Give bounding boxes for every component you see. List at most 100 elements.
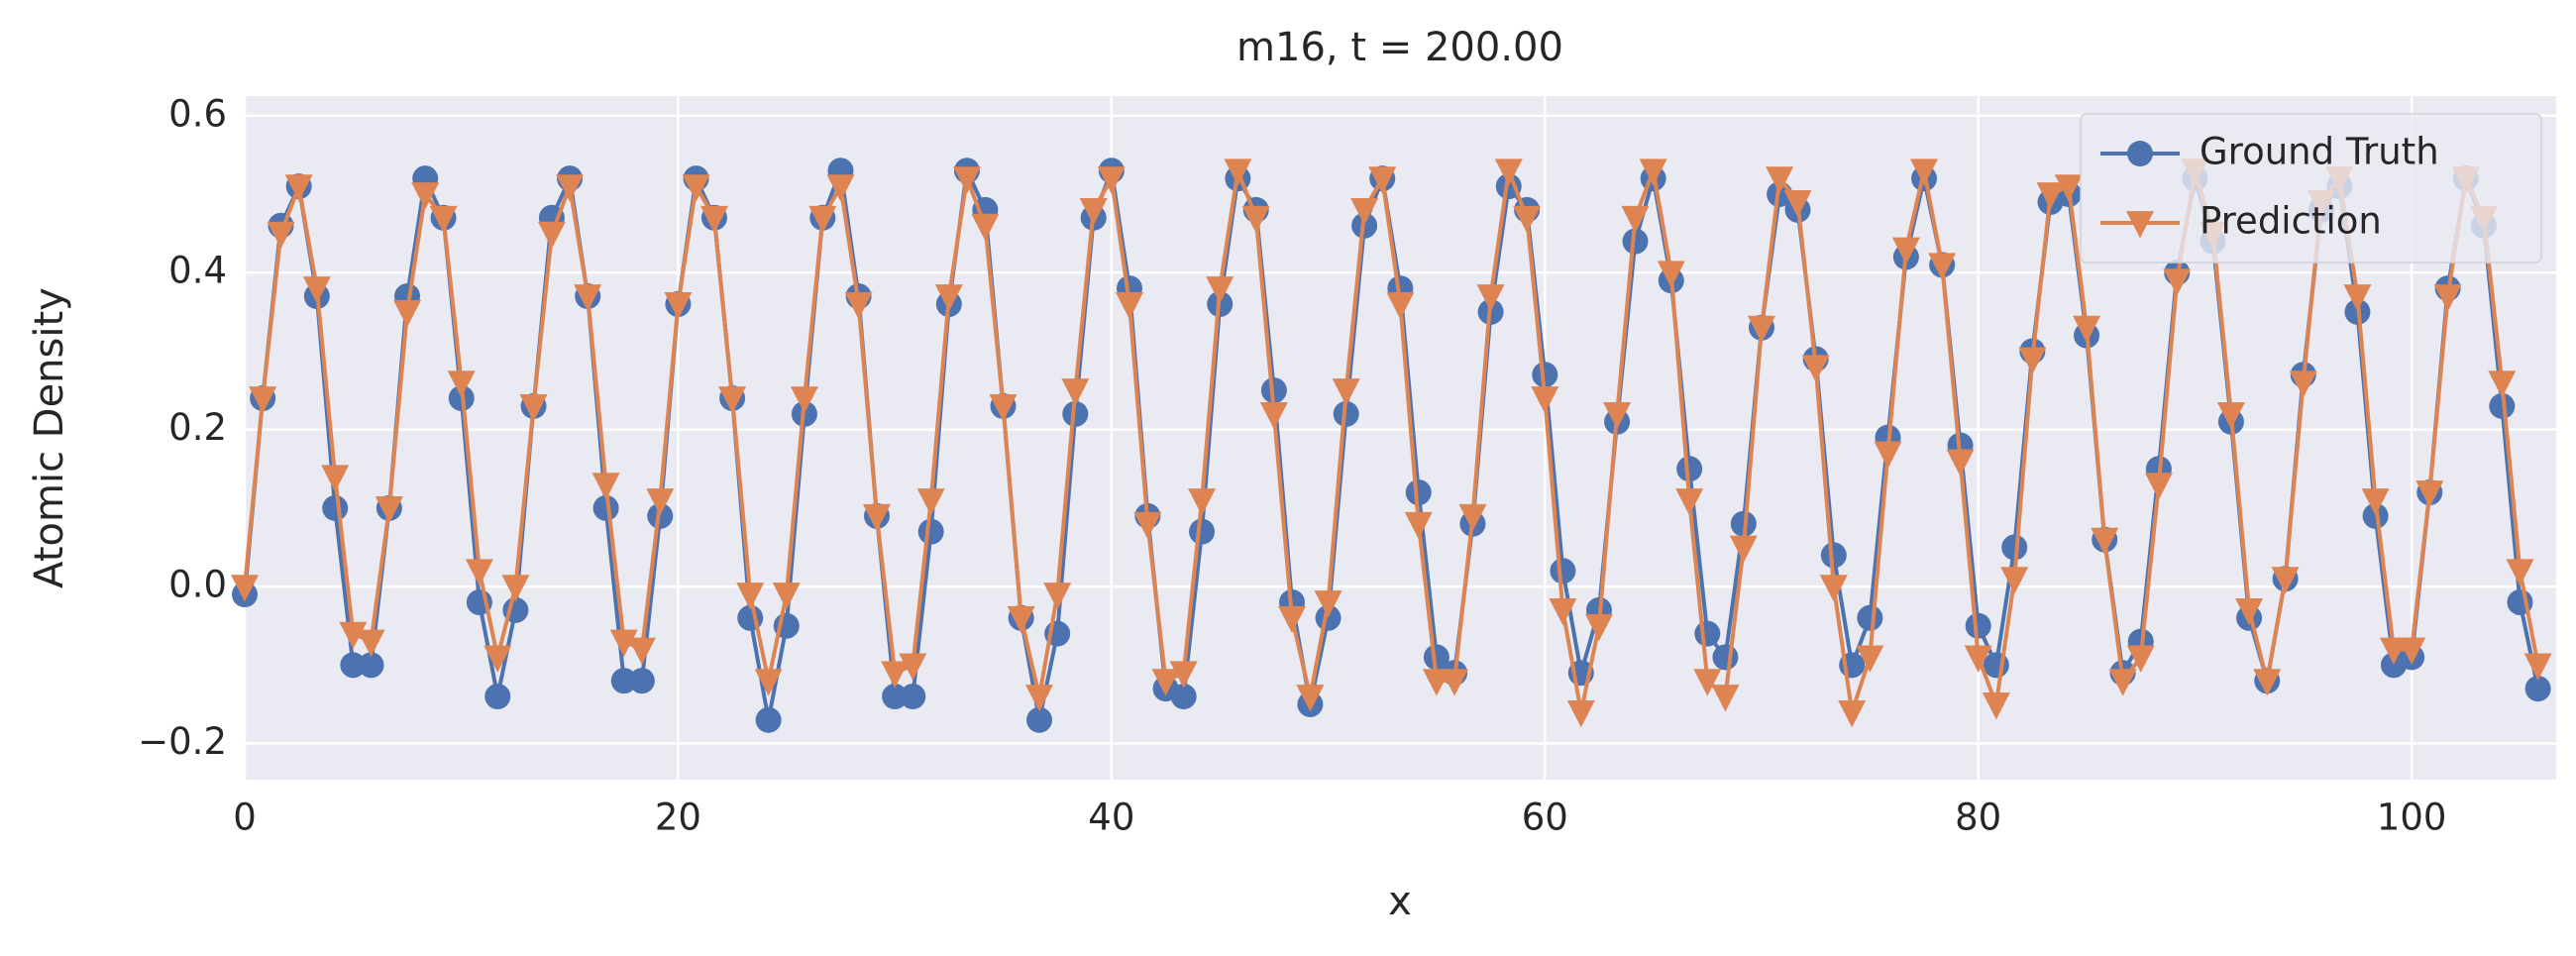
- marker: [393, 299, 422, 328]
- marker: [2235, 597, 2264, 626]
- marker: [2361, 488, 2390, 516]
- marker: [519, 394, 548, 422]
- marker: [2398, 637, 2426, 665]
- marker: [340, 652, 367, 679]
- marker: [1910, 159, 1939, 186]
- marker: [2216, 401, 2245, 430]
- marker: [900, 684, 926, 710]
- marker: [411, 182, 440, 210]
- marker: [699, 205, 728, 234]
- marker: [1025, 685, 1054, 712]
- marker: [321, 465, 350, 492]
- marker: [934, 284, 963, 312]
- marker: [1657, 261, 1685, 288]
- marker: [2000, 567, 2029, 594]
- marker: [465, 559, 493, 586]
- marker: [1404, 511, 1433, 540]
- marker: [2379, 637, 2408, 665]
- marker: [1982, 692, 2010, 720]
- marker: [1097, 166, 1126, 194]
- x-tick-label: 20: [655, 797, 701, 839]
- marker: [1116, 292, 1144, 320]
- y-tick-label: 0.0: [168, 564, 227, 606]
- marker: [628, 668, 655, 694]
- marker: [1151, 669, 1180, 696]
- marker: [1891, 237, 1920, 265]
- marker: [1079, 197, 1108, 226]
- y-tick-label: −0.2: [138, 720, 227, 763]
- marker: [1946, 449, 1975, 477]
- marker: [1693, 669, 1722, 696]
- marker: [483, 645, 512, 673]
- marker: [284, 174, 313, 202]
- marker: [2126, 211, 2154, 239]
- marker: [1928, 253, 1957, 280]
- marker: [1133, 511, 1162, 540]
- marker: [2489, 392, 2516, 419]
- marker: [1170, 684, 1197, 710]
- marker: [2289, 371, 2317, 398]
- y-tick-label: 0.6: [168, 92, 227, 135]
- marker: [2271, 567, 2300, 594]
- marker: [1584, 613, 1613, 642]
- marker: [1712, 644, 1739, 671]
- marker: [1206, 276, 1234, 304]
- marker: [2001, 534, 2028, 561]
- marker: [1783, 190, 1812, 218]
- marker: [1622, 228, 1649, 255]
- marker: [1260, 377, 1287, 404]
- marker: [447, 371, 476, 398]
- marker: [302, 276, 331, 304]
- marker: [1965, 612, 1991, 639]
- marker: [1333, 400, 1359, 427]
- marker: [1820, 542, 1847, 569]
- marker: [754, 669, 783, 696]
- marker: [917, 518, 944, 545]
- marker: [736, 583, 765, 610]
- marker: [231, 575, 259, 602]
- chart-title: m16, t = 200.00: [1236, 25, 1563, 70]
- marker: [1241, 205, 1270, 234]
- marker: [1422, 669, 1450, 696]
- marker: [574, 284, 602, 312]
- marker: [1189, 518, 1216, 545]
- marker: [682, 174, 710, 202]
- marker: [952, 166, 981, 194]
- marker: [1676, 456, 1703, 482]
- marker: [2036, 182, 2065, 210]
- marker: [2343, 284, 2372, 312]
- marker: [1964, 645, 1992, 673]
- y-axis-label: Atomic Density: [27, 287, 72, 588]
- marker: [772, 583, 801, 610]
- marker: [1169, 661, 1198, 689]
- marker: [1476, 284, 1505, 312]
- x-tick-label: 60: [1522, 797, 1568, 839]
- marker: [1532, 362, 1558, 388]
- x-tick-label: 40: [1088, 797, 1134, 839]
- x-axis-label: x: [1388, 879, 1412, 924]
- marker: [1747, 315, 1775, 344]
- marker: [2144, 473, 2173, 500]
- marker: [971, 213, 1000, 242]
- marker: [1441, 669, 1469, 696]
- marker: [718, 386, 747, 414]
- marker: [2073, 315, 2101, 344]
- marker: [2433, 284, 2462, 312]
- marker: [339, 621, 368, 650]
- marker: [1350, 197, 1379, 226]
- marker: [1026, 706, 1053, 733]
- marker: [2524, 676, 2551, 702]
- marker: [2506, 559, 2534, 586]
- marker: [2488, 371, 2517, 398]
- marker: [2163, 268, 2192, 296]
- marker: [591, 473, 620, 500]
- marker: [899, 653, 927, 681]
- marker: [1315, 604, 1342, 631]
- marker: [1857, 604, 1883, 631]
- marker: [1639, 159, 1667, 186]
- marker: [1513, 205, 1542, 234]
- marker: [1278, 605, 1307, 634]
- marker: [357, 629, 385, 657]
- marker: [1694, 620, 1721, 647]
- marker: [1458, 503, 1487, 532]
